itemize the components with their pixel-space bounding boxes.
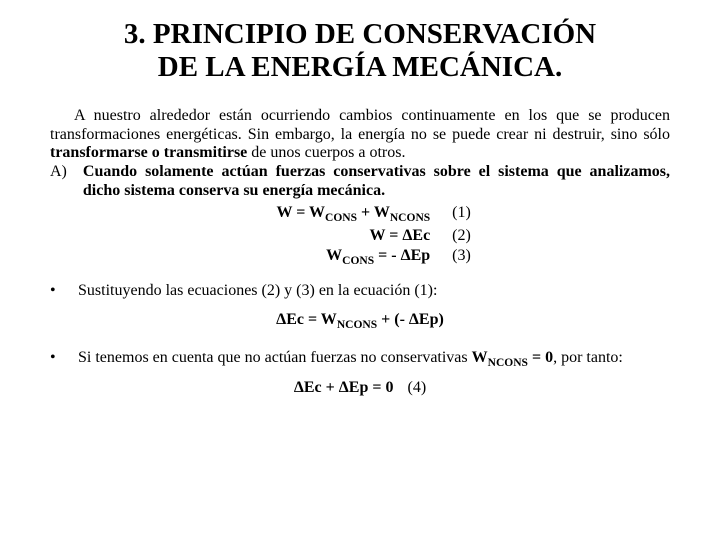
eq1-lhs: W = W [276, 204, 325, 221]
equation-2: W = ΔEc (2) [50, 226, 670, 246]
derived-eq-a: ΔEc = W [276, 311, 337, 328]
intro-bold: transformarse o transmitirse [50, 144, 247, 161]
bullet-1: • Sustituyendo las ecuaciones (2) y (3) … [50, 282, 670, 301]
page-title: 3. PRINCIPIO DE CONSERVACIÓN DE LA ENERG… [50, 18, 670, 85]
section-a-marker: A) [50, 163, 67, 201]
eq2-lhs: W = ΔEc [249, 226, 434, 246]
bullet-2-bold-b: = 0 [528, 349, 553, 366]
bullet-2: • Si tenemos en cuenta que no actúan fue… [50, 349, 670, 371]
intro-text-2: de unos cuerpos a otros. [247, 144, 405, 161]
bullet-2-bold-a: W [472, 349, 488, 366]
intro-text-1: A nuestro alrededor están ocurriendo cam… [50, 107, 670, 143]
bullet-2-text-b: , por tanto: [553, 349, 623, 366]
final-eq-tag: (4) [393, 379, 426, 396]
equation-block: W = WCONS + WNCONS (1) W = ΔEc (2) WCONS… [50, 203, 670, 268]
bullet-2-bold-sub: NCONS [488, 357, 528, 369]
eq1-sub1: CONS [325, 212, 357, 224]
equation-3: WCONS = - ΔEp (3) [50, 246, 670, 269]
derived-equation: ΔEc = WNCONS + (- ΔEp) [50, 311, 670, 331]
intro-paragraph: A nuestro alrededor están ocurriendo cam… [50, 107, 670, 164]
title-line-1: 3. PRINCIPIO DE CONSERVACIÓN [124, 18, 596, 50]
bullet-dot-icon: • [50, 349, 62, 371]
eq1-tag: (1) [434, 203, 471, 226]
section-a: A) Cuando solamente actúan fuerzas conse… [50, 163, 670, 201]
equation-1: W = WCONS + WNCONS (1) [50, 203, 670, 226]
bullet-dot-icon: • [50, 282, 62, 301]
eq3-sub: CONS [342, 255, 374, 267]
section-a-text: Cuando solamente actúan fuerzas conserva… [83, 163, 670, 199]
eq3-lhs-a: W [326, 247, 342, 264]
section-a-body: Cuando solamente actúan fuerzas conserva… [83, 163, 670, 201]
final-equation: ΔEc + ΔEp = 0(4) [50, 379, 670, 397]
eq1-sub2: NCONS [390, 212, 430, 224]
bullet-1-text: Sustituyendo las ecuaciones (2) y (3) en… [78, 282, 670, 301]
eq3-lhs-b: = - ΔEp [374, 247, 430, 264]
derived-eq-b: + (- ΔEp) [377, 311, 444, 328]
eq2-tag: (2) [434, 226, 471, 246]
title-line-2: DE LA ENERGÍA MECÁNICA. [158, 51, 562, 83]
bullet-2-body: Si tenemos en cuenta que no actúan fuerz… [78, 349, 670, 371]
bullet-2-text-a: Si tenemos en cuenta que no actúan fuerz… [78, 349, 472, 366]
eq3-tag: (3) [434, 246, 471, 269]
derived-eq-sub: NCONS [337, 319, 377, 331]
eq1-plus: + W [357, 204, 390, 221]
final-eq-text: ΔEc + ΔEp = 0 [294, 379, 394, 396]
